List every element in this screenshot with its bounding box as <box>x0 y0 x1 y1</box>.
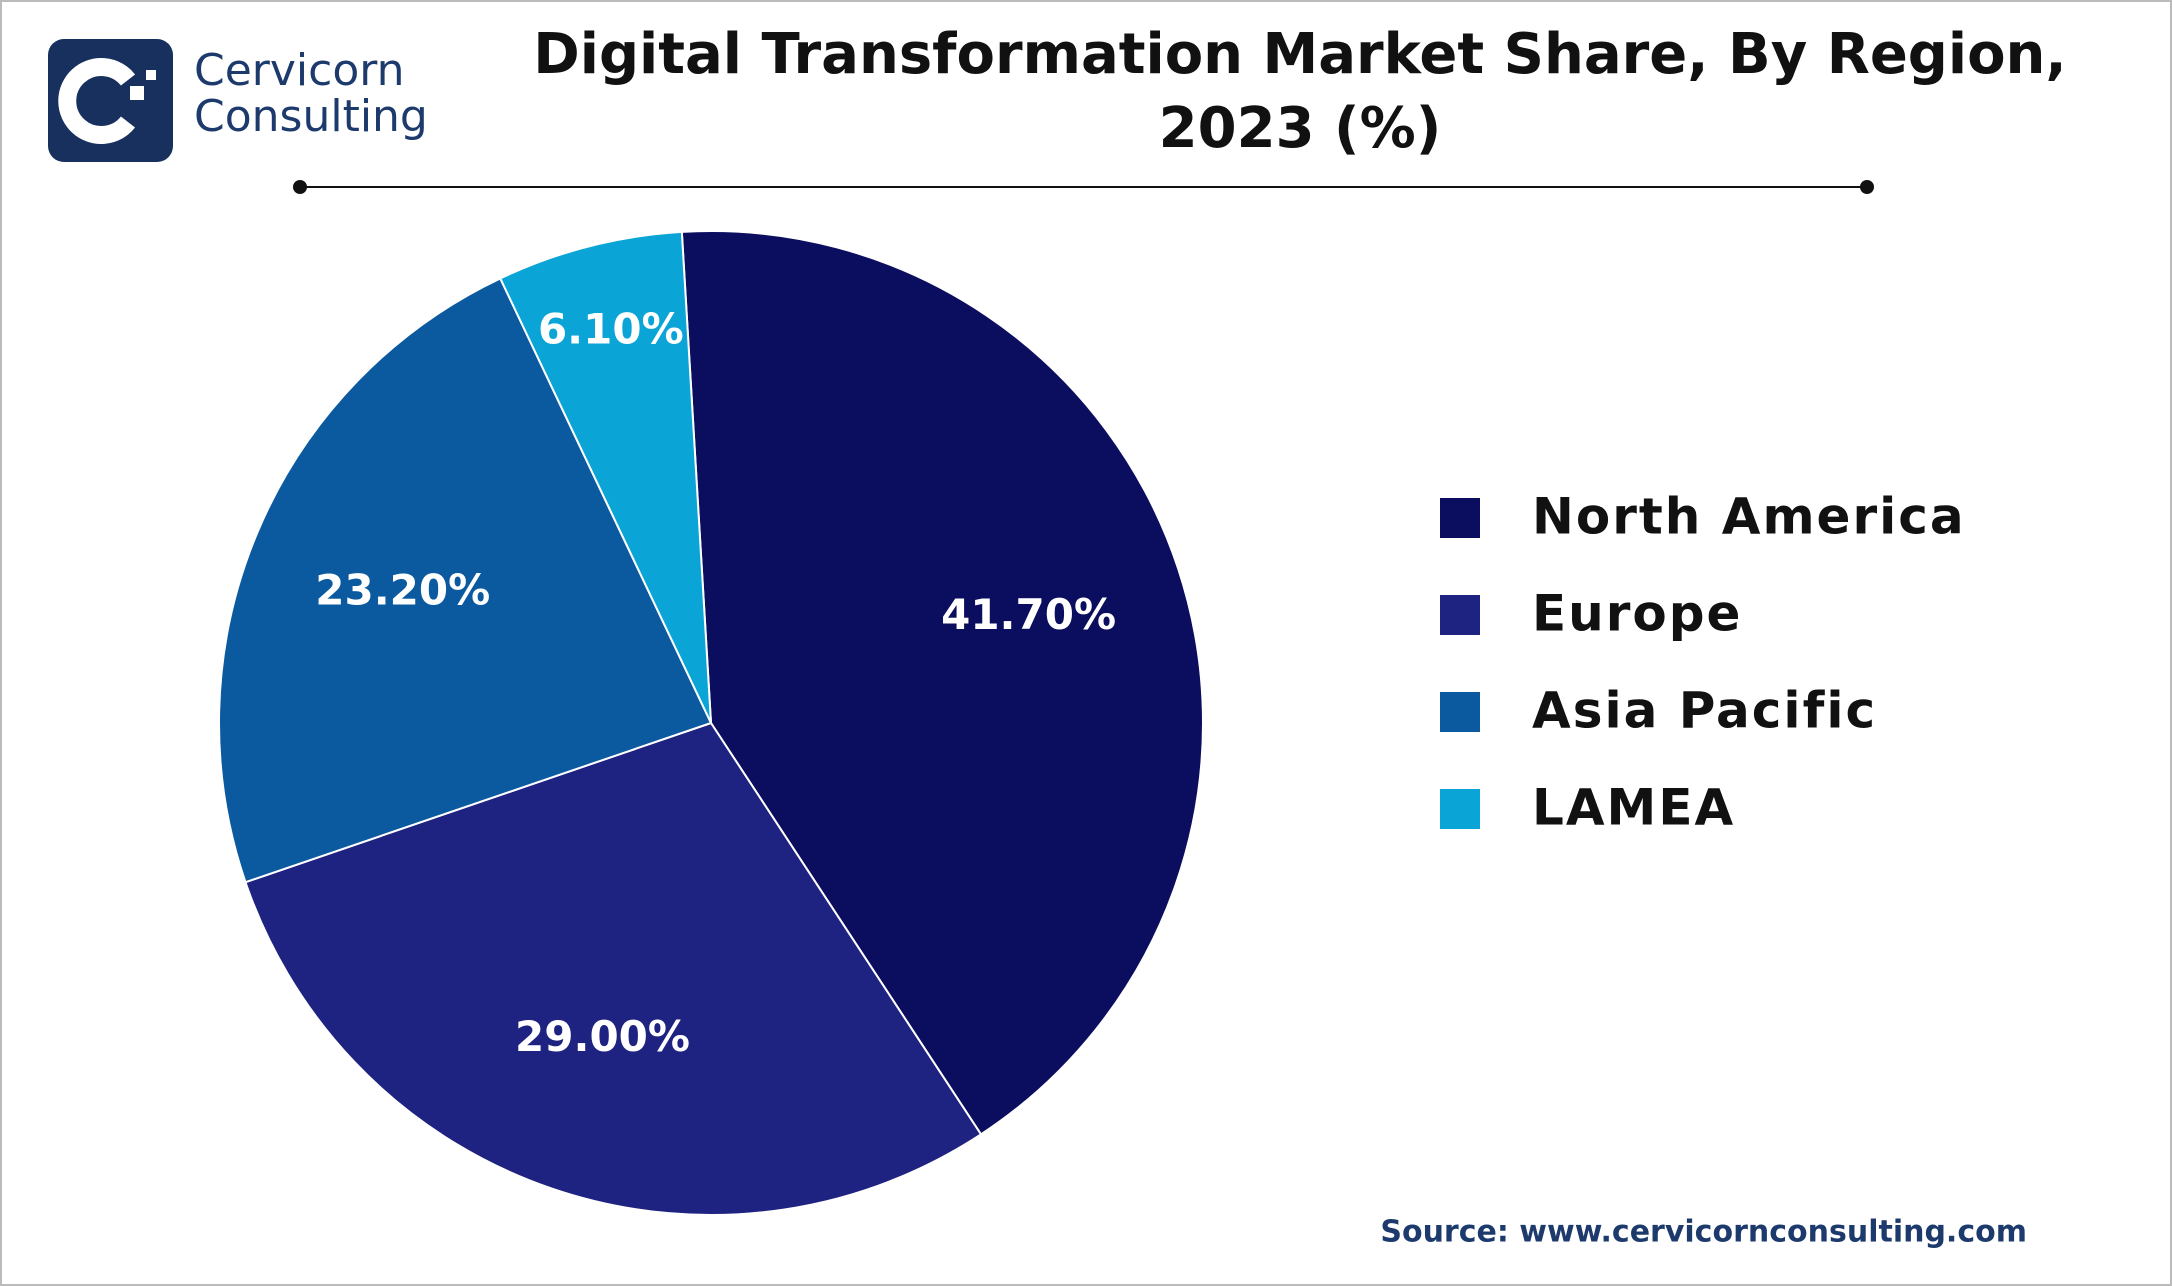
legend-label: Asia Pacific <box>1532 682 1877 740</box>
divider-dot <box>1860 180 1874 194</box>
legend-label: LAMEA <box>1532 779 1735 837</box>
legend-label: North America <box>1532 488 1966 546</box>
brand-name: Consulting <box>194 91 428 142</box>
pie-slice <box>498 230 712 724</box>
chart-subtitle: 2023 (%) <box>1159 96 1442 161</box>
value-label: 41.70% <box>941 590 1116 639</box>
legend-swatch <box>1440 692 1480 732</box>
value-label: 29.00% <box>515 1012 690 1061</box>
logo-icon <box>130 86 144 100</box>
legend-swatch <box>1440 789 1480 829</box>
source: Source: www.cervicornconsulting.com <box>1380 1215 2027 1250</box>
pie-slice <box>218 277 713 884</box>
chart-title: Digital Transformation Market Share, By … <box>533 22 2066 87</box>
value-label: 6.10% <box>538 305 684 354</box>
legend-label: Europe <box>1532 585 1742 643</box>
divider-dot <box>293 180 307 194</box>
value-label: 23.20% <box>315 565 490 614</box>
pie-slice <box>244 721 983 1216</box>
legend-swatch <box>1440 498 1480 538</box>
legend-swatch <box>1440 595 1480 635</box>
logo-icon <box>146 70 156 80</box>
logo-icon <box>58 58 136 144</box>
brand-name: Cervicorn <box>194 45 404 96</box>
pie-slice <box>680 230 1204 1136</box>
